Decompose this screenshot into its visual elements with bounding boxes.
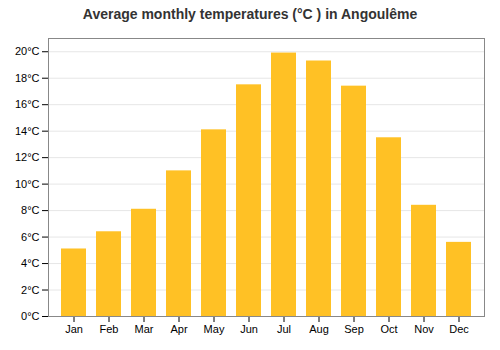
svg-text:10°C: 10°C (15, 178, 40, 190)
svg-text:16°C: 16°C (15, 98, 40, 110)
svg-text:Jun: Jun (240, 323, 258, 335)
svg-text:Apr: Apr (170, 323, 187, 335)
svg-text:0°C: 0°C (21, 310, 40, 322)
svg-text:Dec: Dec (449, 323, 469, 335)
svg-text:Nov: Nov (414, 323, 434, 335)
svg-text:Sep: Sep (344, 323, 364, 335)
svg-text:12°C: 12°C (15, 151, 40, 163)
svg-text:18°C: 18°C (15, 72, 40, 84)
svg-text:Jan: Jan (65, 323, 83, 335)
svg-text:Jul: Jul (277, 323, 291, 335)
svg-text:May: May (204, 323, 225, 335)
html-text:Average monthly temperatures (: Average monthly temperatures (°C ) in An… (82, 6, 418, 22)
svg-text:Oct: Oct (380, 323, 397, 335)
svg-text:Mar: Mar (135, 323, 154, 335)
svg-text:4°C: 4°C (21, 257, 40, 269)
svg-text:Feb: Feb (100, 323, 119, 335)
svg-text:6°C: 6°C (21, 231, 40, 243)
svg-text:Aug: Aug (309, 323, 329, 335)
svg-text:20°C: 20°C (15, 45, 40, 57)
svg-text:14°C: 14°C (15, 125, 40, 137)
svg-text:2°C: 2°C (21, 284, 40, 296)
svg-text:8°C: 8°C (21, 204, 40, 216)
